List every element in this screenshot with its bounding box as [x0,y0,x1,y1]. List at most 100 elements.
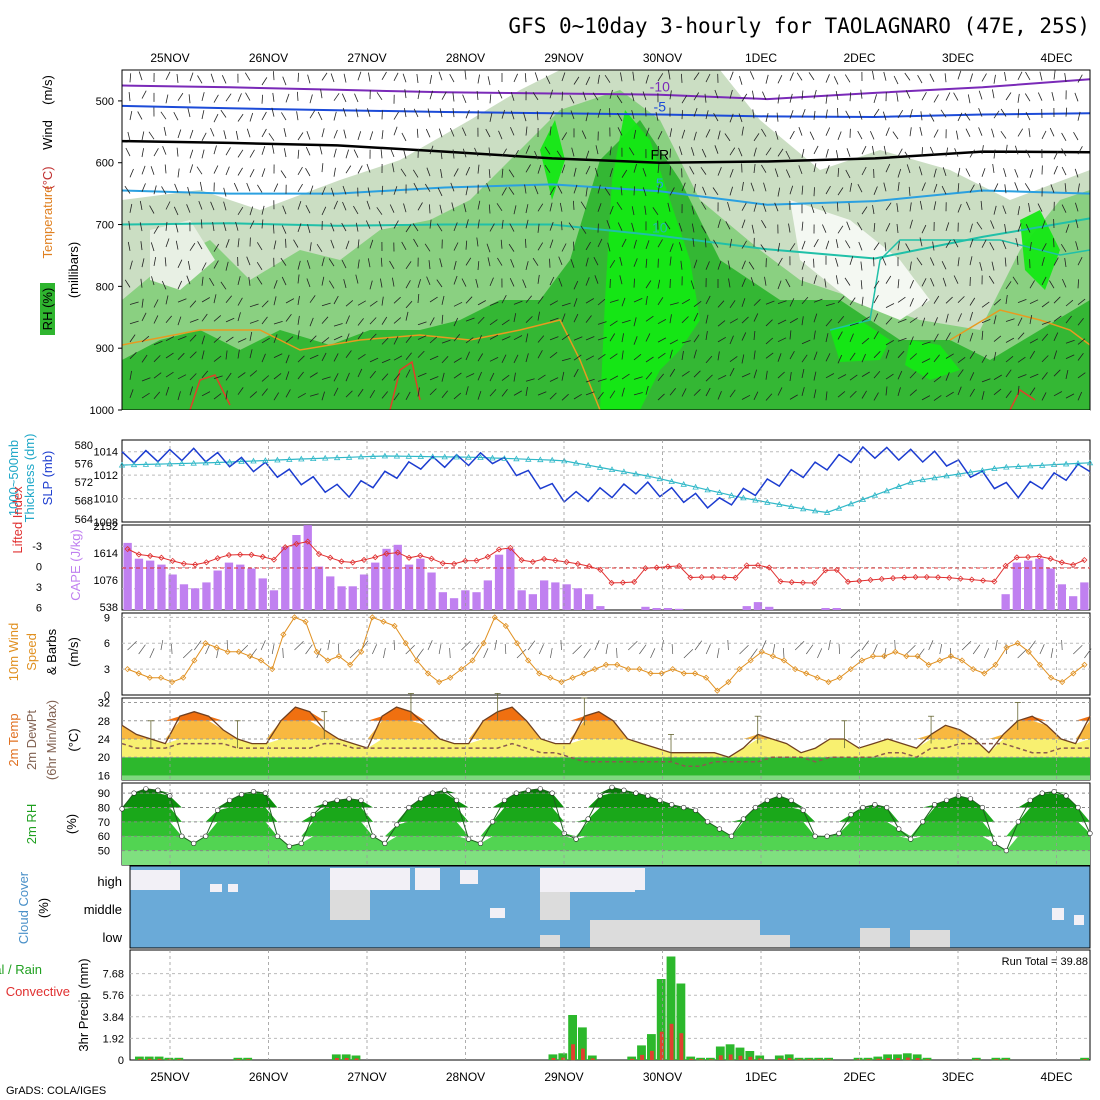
wind-barb [597,336,607,341]
date-label: 26NOV [249,51,288,65]
surface-barb [1017,649,1027,659]
wind-barb [487,257,491,267]
wind-barb [741,260,746,270]
wind-barb [728,278,731,288]
wind-barb [837,391,846,398]
li-marker [811,579,818,587]
wind-grid [122,616,1090,670]
wind-barb [909,336,914,345]
wind-marker [591,666,598,673]
wind-barb [835,91,839,100]
wind-barb [261,94,263,104]
convective-bar [748,1056,753,1060]
wind-barb [992,163,995,173]
wind-barb [561,72,566,82]
wind-barb [532,92,539,101]
wind-barb [645,240,650,250]
wind-barb [513,313,517,323]
wind-barb [945,313,949,323]
precip-bar [902,1053,912,1061]
wind-barb [957,356,966,364]
wind-barb [617,222,623,231]
wind-barb [268,133,275,141]
wind-barb [957,333,961,343]
wind-barb [789,394,798,400]
lifted-index-label: Lifted Index [10,486,25,554]
wind-barb [220,281,227,290]
cape-bar [821,608,830,610]
wind-barb [801,387,805,397]
cape-bar [517,590,526,610]
wind-barb [549,258,551,268]
wind-barb [345,300,354,307]
cape-bar [191,588,200,610]
cape-bar [461,590,470,610]
li-marker [304,538,311,545]
wind-barb [225,93,232,102]
wind-barb [405,335,412,344]
wind-barb [724,133,731,142]
wind-barb [129,203,133,213]
wind-barb [609,259,616,269]
wind-barb [969,332,974,342]
precip-bar [755,1055,765,1060]
wind-barb [824,278,827,288]
wind-barb [609,108,611,118]
wind-barb [1017,223,1022,232]
surface-barb [772,644,776,655]
wind-barb [825,165,830,174]
wind-marker [146,674,153,681]
wind-barb [836,150,839,160]
cape-bar [1057,584,1066,610]
wind-barb [921,224,927,234]
thickness-marker [620,468,628,475]
wind-barb [537,335,545,343]
wind-barb [849,256,854,266]
convective-bar [886,1058,891,1060]
wind-barb [849,390,857,398]
wind-barb [645,127,650,137]
wind-barb [293,239,299,248]
cloud-block [210,884,222,892]
wind-barb [993,74,996,84]
wind-barb [825,94,828,104]
wind-barb [1017,108,1020,118]
wind-barb [141,335,150,343]
surface-barb [1084,648,1092,659]
wind-barb [489,319,498,326]
wind-marker [124,666,131,673]
wind-barb [1053,257,1059,266]
wind-barb [453,275,458,285]
wind-barb [537,242,544,251]
slp-tick: 1010 [94,494,118,506]
date-label: 1DEC [745,51,777,65]
thickness-marker [465,453,472,460]
wind-barb [273,392,280,401]
wind-marker [235,648,242,655]
wind-barb [597,238,603,248]
wind-barb [585,277,590,286]
wind-marker [803,670,810,677]
wind-barb [221,75,227,84]
wind-barb [861,145,867,155]
wind-barb [909,127,912,137]
wind-barb [945,372,950,381]
wind-barb [537,374,546,381]
wind-barb [213,393,222,400]
wind-marker [636,666,643,673]
precip-frame [129,949,1091,1061]
wind-barb [885,317,893,325]
wind-barb [741,298,746,307]
wind-barb [1060,243,1067,253]
convective-bar [1083,1059,1087,1060]
wind-barb [933,94,939,103]
rh2m-marker [716,826,723,832]
wind-barb [1025,111,1031,121]
rh2m-marker [692,807,699,813]
wind-barb [141,90,147,99]
wind-barb [585,355,595,361]
wind-barb [127,241,131,251]
wind-barb [333,295,339,305]
wind-marker [658,670,665,677]
wind-barb [561,243,567,252]
